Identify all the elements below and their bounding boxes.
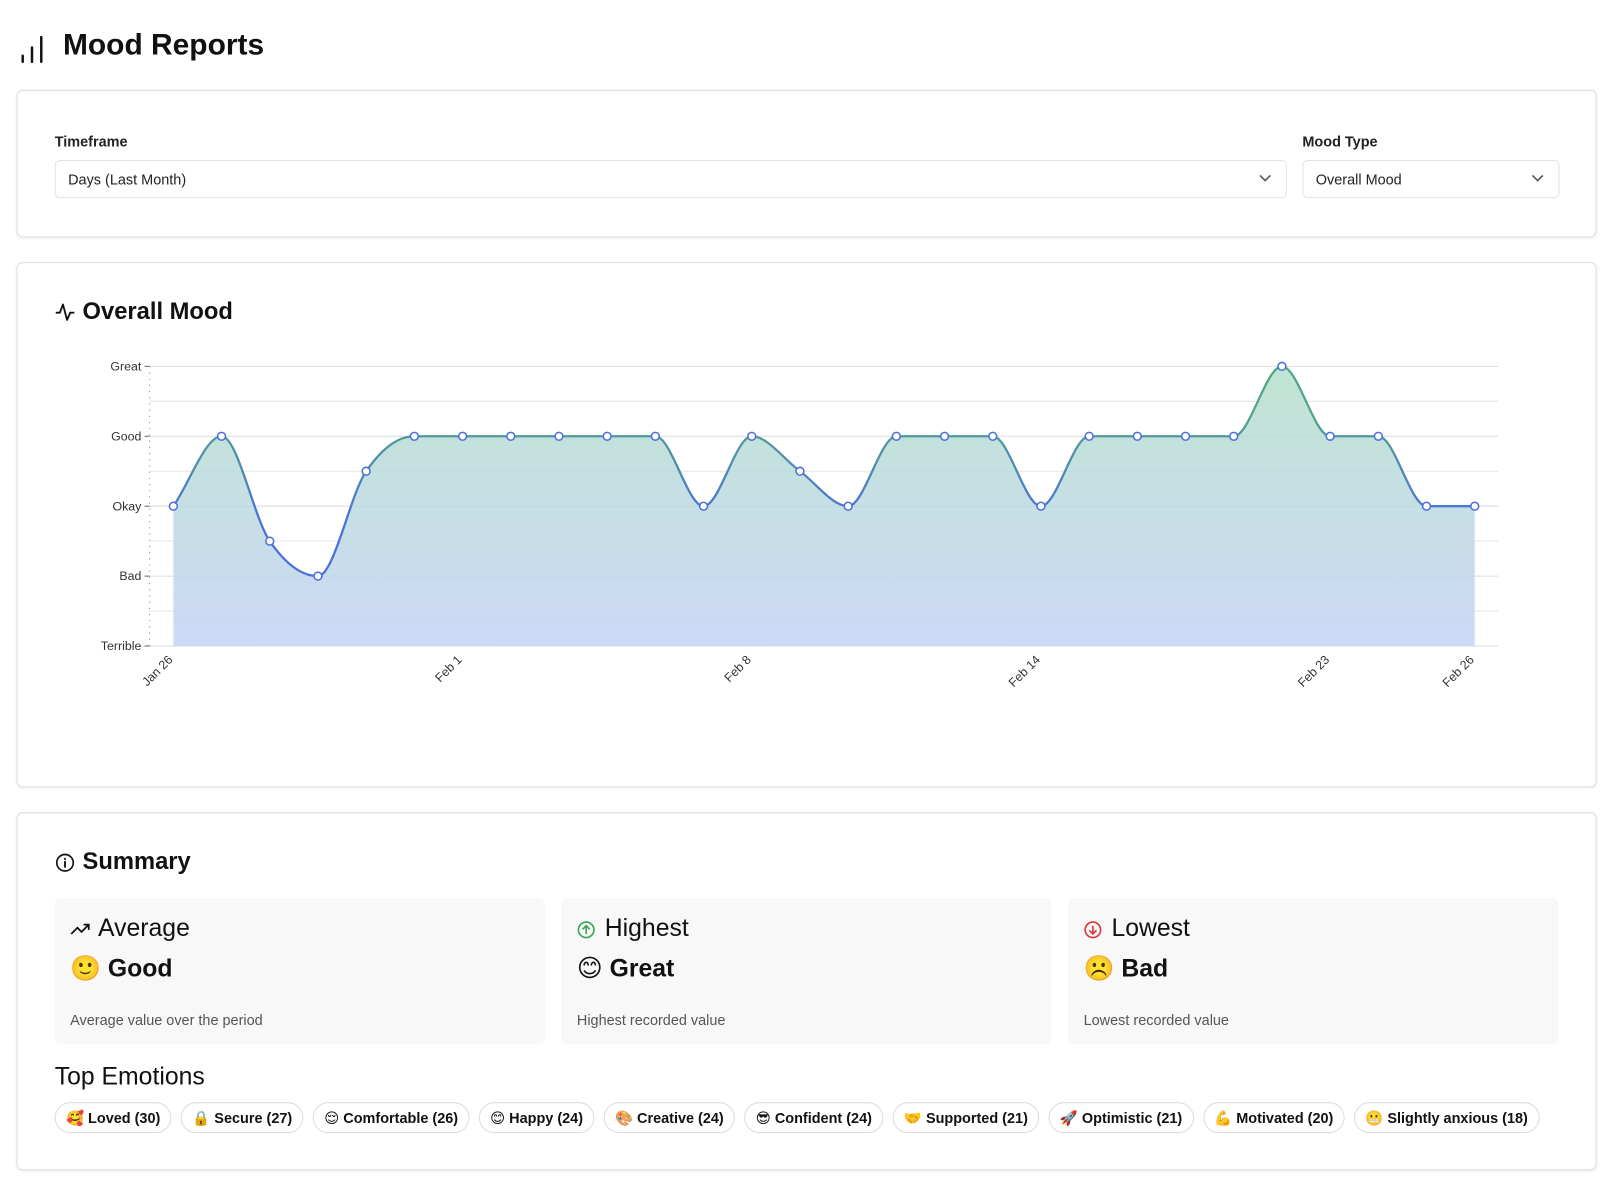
area bbox=[173, 366, 1475, 647]
point bbox=[361, 466, 371, 476]
x-tick-label: Feb 8 bbox=[722, 653, 754, 685]
x-tick-label: Jan 26 bbox=[139, 653, 175, 689]
filter-label: Mood Type bbox=[1302, 133, 1378, 150]
y-tick-label: Terrible bbox=[101, 639, 142, 653]
card-description: Highest recorded value bbox=[576, 1011, 726, 1028]
point bbox=[1421, 501, 1432, 511]
card-title: Highest bbox=[604, 914, 689, 943]
x-tick-label: Feb 14 bbox=[1006, 653, 1043, 690]
emotion-chip: 🤝 Supported (21) bbox=[892, 1102, 1040, 1134]
emotion-chip: 🚀 Optimistic (21) bbox=[1048, 1102, 1194, 1134]
point bbox=[1180, 431, 1191, 441]
point bbox=[891, 431, 902, 441]
highest-card: Highest 😊 Great Highest recorded value bbox=[561, 897, 1052, 1045]
point bbox=[843, 501, 853, 511]
point bbox=[747, 431, 757, 441]
top-emotions-title: Top Emotions bbox=[54, 1062, 205, 1091]
card-title: Lowest bbox=[1111, 914, 1190, 943]
emoji: 🙂 bbox=[70, 954, 102, 983]
point bbox=[265, 536, 275, 546]
emotion-chip: 😌 Comfortable (26) bbox=[312, 1102, 470, 1134]
y-tick-label: Great bbox=[110, 359, 142, 373]
x-tick-label: Feb 23 bbox=[1295, 653, 1332, 690]
average-card: Average 🙂 Good Average value over the pe… bbox=[54, 897, 545, 1045]
mood-type-select[interactable]: Overall Mood bbox=[1302, 159, 1560, 199]
value-text: Good bbox=[107, 954, 173, 983]
card-description: Lowest recorded value bbox=[1083, 1011, 1229, 1028]
point bbox=[1325, 431, 1335, 441]
timeframe-select[interactable]: Days (Last Month) bbox=[54, 159, 1287, 199]
arrow-down-icon bbox=[1084, 921, 1102, 939]
point bbox=[1373, 431, 1384, 441]
point bbox=[506, 431, 516, 441]
point bbox=[313, 571, 323, 581]
point bbox=[409, 431, 420, 441]
select-value: Days (Last Month) bbox=[68, 171, 187, 188]
point bbox=[1470, 501, 1480, 511]
point bbox=[698, 501, 709, 511]
value-text: Great bbox=[609, 954, 675, 983]
point bbox=[1036, 501, 1046, 511]
activity-icon bbox=[55, 303, 75, 321]
card-title: Average bbox=[98, 914, 190, 943]
y-tick-label: Okay bbox=[112, 499, 142, 513]
point bbox=[795, 466, 805, 476]
select-value: Overall Mood bbox=[1315, 171, 1402, 188]
emotion-chips: 🥰 Loved (30) 🔒 Secure (27) 😌 Comfortable (… bbox=[54, 1102, 1540, 1134]
y-tick-label: Good bbox=[111, 429, 141, 443]
y-tick-label: Bad bbox=[119, 569, 141, 583]
point bbox=[457, 431, 468, 441]
card-value: ☹️ Bad bbox=[1084, 954, 1169, 984]
card-description: Average value over the period bbox=[70, 1011, 263, 1028]
emotion-chip: 😎 Confident (24) bbox=[744, 1102, 884, 1134]
point bbox=[988, 431, 998, 441]
point bbox=[1277, 361, 1287, 372]
point bbox=[1084, 431, 1094, 441]
card-value: 🙂 Good bbox=[70, 954, 172, 984]
emoji: 😊 bbox=[576, 954, 603, 983]
page-title: Mood Reports bbox=[62, 28, 265, 62]
filter-label: Timeframe bbox=[54, 133, 128, 150]
arrow-up-icon bbox=[577, 921, 595, 939]
emotion-chip: 😬 Slightly anxious (18) bbox=[1354, 1102, 1540, 1134]
summary-title: Summary bbox=[82, 847, 191, 875]
value-text: Bad bbox=[1121, 954, 1169, 983]
point bbox=[216, 431, 227, 441]
emoji: ☹️ bbox=[1083, 954, 1115, 983]
emotion-chip: 🔒 Secure (27) bbox=[180, 1102, 304, 1134]
card-value: 😊 Great bbox=[577, 954, 674, 984]
x-tick-label: Feb 1 bbox=[432, 653, 464, 685]
emotion-chip: 😊 Happy (24) bbox=[478, 1102, 595, 1134]
chart: Terrible Bad Okay Good Great Jan 26 Feb 1 Feb 8… bbox=[101, 359, 1499, 690]
bar-chart-icon bbox=[21, 35, 43, 64]
point bbox=[554, 431, 564, 441]
emotion-chip: 💪 Motivated (20) bbox=[1202, 1102, 1345, 1134]
chevron bbox=[1531, 174, 1544, 182]
point bbox=[939, 431, 950, 441]
point bbox=[1132, 431, 1143, 441]
emotion-chip: 🥰 Loved (30) bbox=[54, 1102, 172, 1134]
emotion-chip: 🎨 Creative (24) bbox=[603, 1102, 736, 1134]
point bbox=[168, 501, 179, 511]
filters-card: Timeframe Days (Last Month) Mood Type Ov… bbox=[16, 89, 1597, 238]
chevron bbox=[1259, 174, 1271, 182]
chart-title: Overall Mood bbox=[82, 297, 233, 325]
trend-icon bbox=[70, 923, 90, 935]
point bbox=[650, 431, 661, 441]
lowest-card: Lowest ☹️ Bad Lowest recorded value bbox=[1068, 897, 1559, 1045]
info-icon bbox=[55, 853, 75, 872]
point bbox=[602, 431, 612, 441]
summary-card: Summary Average 🙂 Good Average value ove… bbox=[16, 812, 1597, 1171]
x-tick-label: Feb 26 bbox=[1440, 653, 1477, 690]
point bbox=[1229, 431, 1239, 441]
